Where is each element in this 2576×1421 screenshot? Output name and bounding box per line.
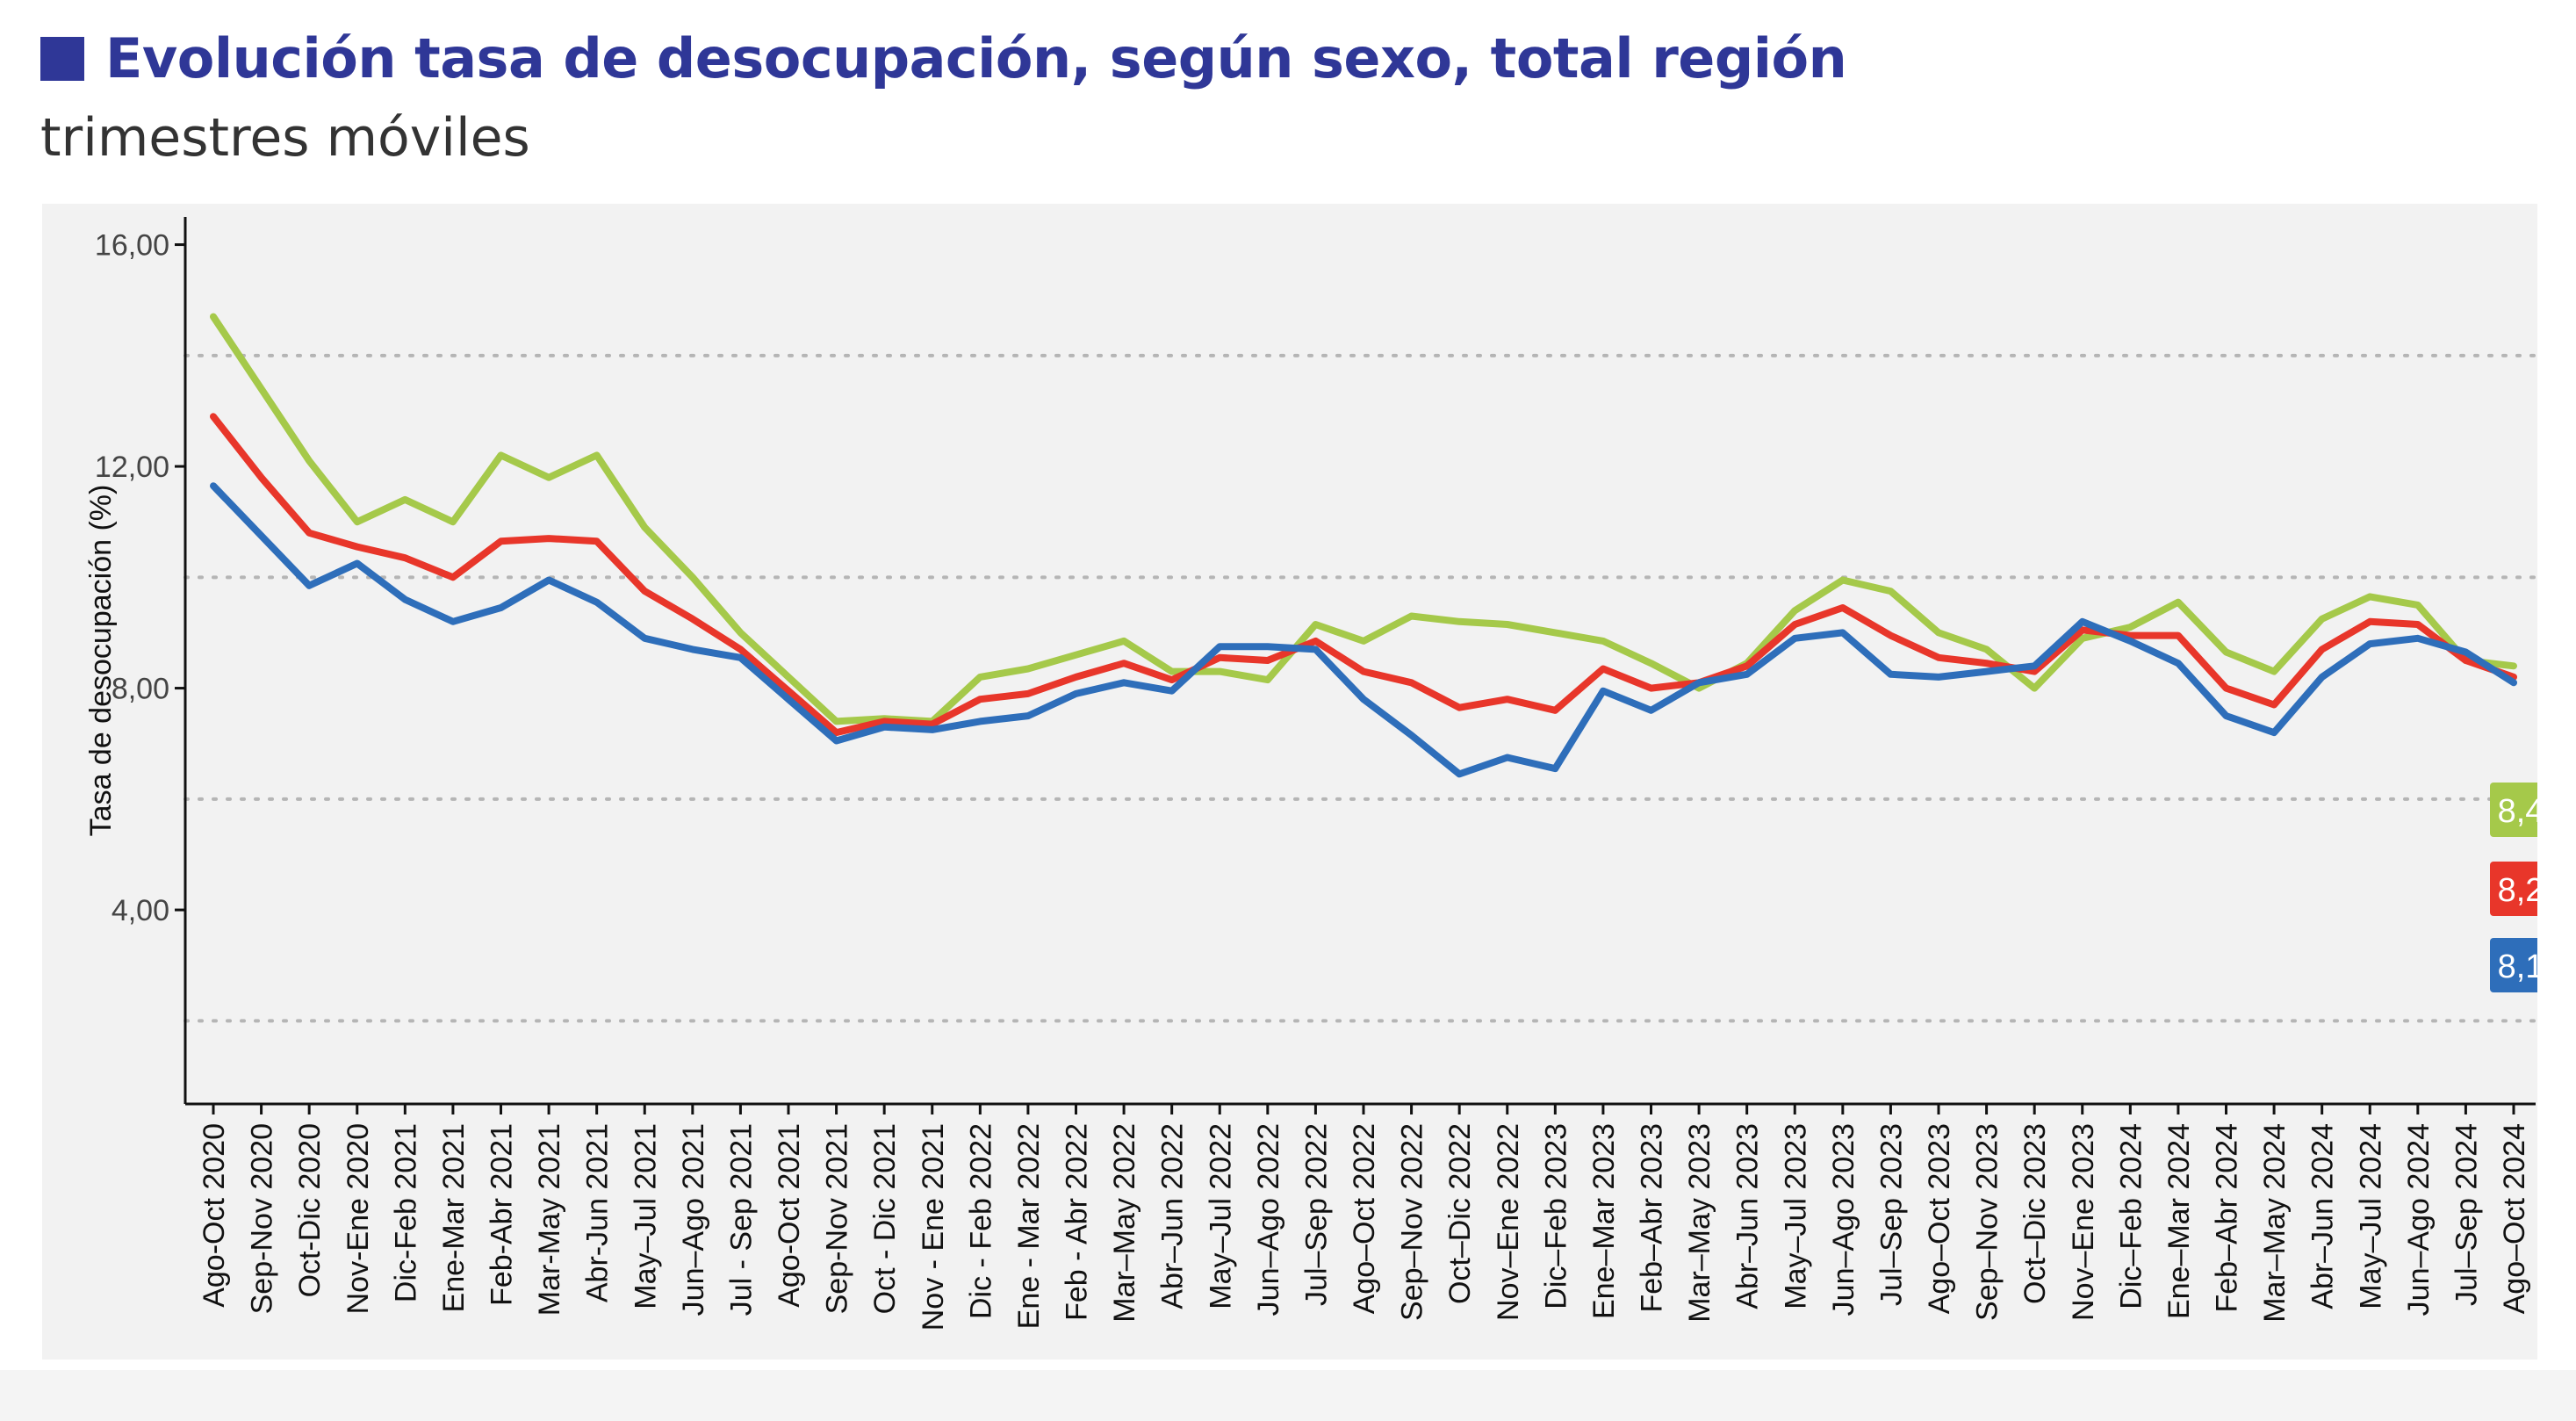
y-tick-label-3: 16,00: [95, 229, 169, 263]
x-tick-label-33: May–Jul 2023: [1779, 1123, 1812, 1309]
y-axis-title: Tasa de desocupación (%): [84, 485, 118, 837]
end-label-box-1: [2490, 862, 2537, 916]
x-tick-label-15: Nov - Ene 2021: [917, 1123, 950, 1331]
x-tick-label-13: Sep-Nov 2021: [821, 1123, 854, 1314]
x-tick-label-17: Ene - Mar 2022: [1012, 1123, 1046, 1329]
x-tick-label-45: May–Jul 2024: [2354, 1123, 2387, 1309]
x-tick-label-30: Feb–Abr 2023: [1636, 1123, 1669, 1313]
x-tick-label-8: Abr-Jun 2021: [581, 1123, 615, 1302]
x-tick-label-48: Ago–Oct 2024: [2498, 1123, 2531, 1314]
x-tick-label-10: Jun–Ago 2021: [677, 1123, 710, 1316]
x-tick-label-36: Ago–Oct 2023: [1923, 1123, 1956, 1314]
x-tick-label-23: Jul–Sep 2022: [1299, 1123, 1333, 1306]
end-label-text-2: 8,1: [2498, 949, 2537, 985]
x-tick-label-7: Mar-May 2021: [533, 1123, 566, 1316]
x-tick-label-5: Ene-Mar 2021: [437, 1123, 471, 1312]
line-chart: 4,00 8,00 12,00 16,00 Tasa de desocupación (…: [84, 217, 2537, 1331]
x-tick-label-39: Nov–Ene 2023: [2067, 1123, 2100, 1321]
x-tick-label-19: Mar–May 2022: [1108, 1123, 1141, 1323]
x-tick-label-34: Jun–Ago 2023: [1827, 1123, 1860, 1316]
x-tick-label-21: May–Jul 2022: [1204, 1123, 1237, 1309]
end-label-box-0: [2490, 783, 2537, 837]
chart-panel: 4,00 8,00 12,00 16,00 Tasa de desocupación (…: [42, 204, 2537, 1360]
y-tick-label-1: 8,00: [112, 673, 169, 706]
title-square-icon: [40, 36, 84, 81]
x-tick-label-24: Ago–Oct 2022: [1348, 1123, 1381, 1314]
x-tick-label-46: Jun–Ago 2024: [2402, 1123, 2436, 1316]
y-tick-label-2: 12,00: [95, 451, 169, 484]
x-tick-label-12: Ago-Oct 2021: [773, 1123, 806, 1308]
x-tick-label-38: Oct–Dic 2023: [2018, 1123, 2052, 1304]
x-tick-label-4: Dic-Feb 2021: [389, 1123, 422, 1302]
x-tick-label-26: Oct–Dic 2022: [1443, 1123, 1477, 1304]
x-tick-label-40: Dic–Feb 2024: [2114, 1123, 2148, 1309]
chart-title: Evolución tasa de desocupación, según se…: [105, 26, 1847, 90]
x-tick-label-37: Sep–Nov 2023: [1971, 1123, 2004, 1321]
x-tick-label-20: Abr–Jun 2022: [1156, 1123, 1190, 1309]
x-tick-label-22: Jun–Ago 2022: [1252, 1123, 1285, 1316]
x-tick-label-9: May–Jul 2021: [629, 1123, 662, 1309]
series-line-2: [210, 482, 2517, 778]
x-tick-label-41: Ene–Mar 2024: [2162, 1123, 2196, 1319]
x-tick-label-32: Abr–Jun 2023: [1731, 1123, 1765, 1309]
end-label-text-0: 8,4: [2498, 793, 2537, 830]
x-tick-label-0: Ago-Oct 2020: [198, 1123, 231, 1308]
chart-title-row: Evolución tasa de desocupación, según se…: [40, 26, 1847, 90]
x-tick-label-25: Sep–Nov 2022: [1396, 1123, 1429, 1321]
x-tick-label-6: Feb-Abr 2021: [486, 1123, 519, 1306]
x-tick-label-2: Oct-Dic 2020: [293, 1123, 327, 1297]
x-tick-label-28: Dic–Feb 2023: [1539, 1123, 1572, 1309]
x-tick-label-31: Mar–May 2023: [1683, 1123, 1716, 1323]
x-tick-label-3: Nov-Ene 2020: [342, 1123, 375, 1314]
x-tick-label-43: Mar–May 2024: [2258, 1123, 2292, 1323]
end-label-text-1: 8,2: [2498, 872, 2537, 909]
page-bottom-strip: [0, 1370, 2576, 1421]
chart-subtitle: trimestres móviles: [40, 107, 530, 169]
x-tick-label-27: Nov–Ene 2022: [1492, 1123, 1525, 1321]
x-tick-label-47: Jul–Sep 2024: [2450, 1123, 2483, 1306]
x-tick-label-1: Sep-Nov 2020: [246, 1123, 279, 1314]
x-tick-label-18: Feb - Abr 2022: [1061, 1123, 1094, 1321]
x-tick-label-42: Feb–Abr 2024: [2211, 1123, 2244, 1313]
series-line-1: [210, 413, 2517, 737]
x-tick-label-11: Jul - Sep 2021: [724, 1123, 758, 1316]
x-tick-label-16: Dic - Feb 2022: [964, 1123, 997, 1319]
end-label-box-2: [2490, 938, 2537, 992]
x-tick-label-44: Abr–Jun 2024: [2306, 1123, 2340, 1309]
x-tick-label-35: Jul–Sep 2023: [1874, 1123, 1908, 1306]
x-tick-label-29: Ene–Mar 2023: [1587, 1123, 1621, 1319]
y-tick-label-0: 4,00: [112, 894, 169, 927]
x-tick-label-14: Oct - Dic 2021: [868, 1123, 902, 1314]
